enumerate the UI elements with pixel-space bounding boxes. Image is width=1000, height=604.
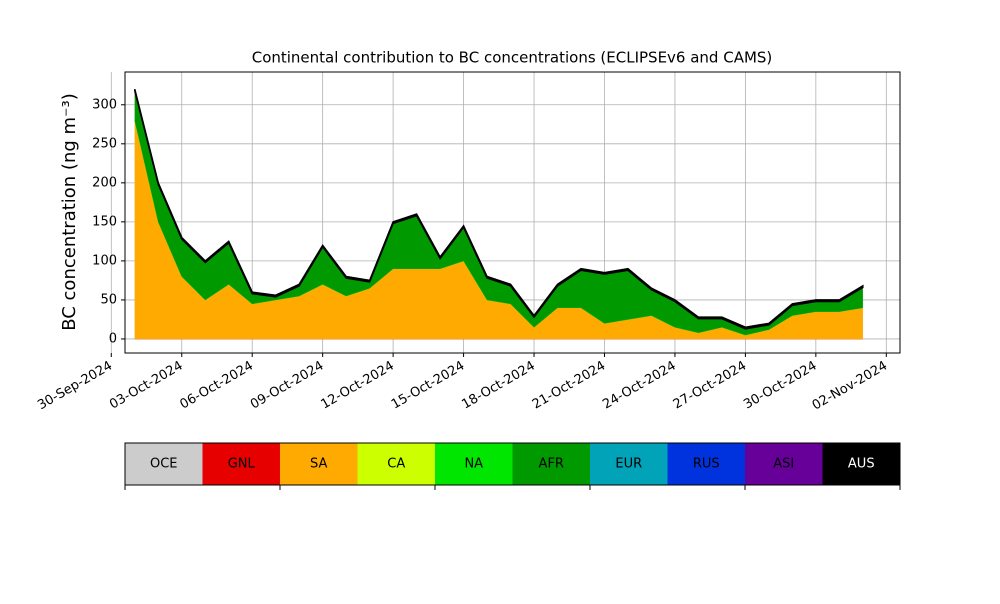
legend-label: OCE — [150, 457, 178, 472]
legend-swatch — [280, 443, 358, 485]
x-tick-label: 24-Oct-2024 — [600, 359, 678, 413]
legend-swatch — [512, 443, 590, 485]
legend-label: NA — [464, 457, 483, 472]
legend-label: AFR — [539, 457, 564, 472]
y-tick-label: 300 — [92, 97, 117, 112]
chart-title: Continental contribution to BC concentra… — [252, 49, 773, 67]
x-tick-label: 30-Sep-2024 — [35, 359, 115, 414]
x-tick-label: 12-Oct-2024 — [318, 359, 396, 413]
y-tick-label: 150 — [92, 214, 117, 229]
legend-swatch — [435, 443, 513, 485]
x-tick-label: 18-Oct-2024 — [459, 359, 537, 413]
legend-label: EUR — [615, 457, 642, 472]
y-tick-label: 0 — [109, 331, 117, 346]
legend-swatch — [822, 443, 900, 485]
area-sa — [134, 120, 863, 340]
y-axis-label: BC concentration (ng m⁻³) — [59, 93, 80, 331]
y-tick-label: 200 — [92, 175, 117, 190]
y-tick-label: 50 — [100, 292, 117, 307]
legend-frame — [124, 442, 901, 486]
x-tick-label: 09-Oct-2024 — [248, 359, 326, 413]
legend-label: RUS — [693, 457, 720, 472]
legend-label: CA — [387, 457, 405, 472]
x-tick-label: 03-Oct-2024 — [107, 359, 185, 413]
x-tick-label: 02-Nov-2024 — [810, 359, 890, 414]
legend-label: AUS — [848, 457, 875, 472]
legend-label: GNL — [228, 457, 256, 472]
area-aus — [134, 88, 864, 330]
legend-swatch — [667, 443, 745, 485]
legend-label: SA — [310, 457, 327, 472]
legend-swatch — [357, 443, 435, 485]
x-tick-label: 06-Oct-2024 — [178, 359, 256, 413]
legend-swatch — [125, 443, 203, 485]
x-tick-label: 21-Oct-2024 — [530, 359, 608, 413]
legend-swatch — [202, 443, 280, 485]
x-tick-label: 15-Oct-2024 — [389, 359, 467, 413]
legend-label: ASI — [773, 457, 794, 472]
legend-swatch — [590, 443, 668, 485]
y-tick-label: 100 — [92, 253, 117, 268]
y-tick-label: 250 — [92, 136, 117, 151]
plot-frame — [124, 71, 901, 354]
x-tick-label: 27-Oct-2024 — [671, 359, 749, 413]
legend-swatch — [745, 443, 823, 485]
x-tick-label: 30-Oct-2024 — [741, 359, 819, 413]
